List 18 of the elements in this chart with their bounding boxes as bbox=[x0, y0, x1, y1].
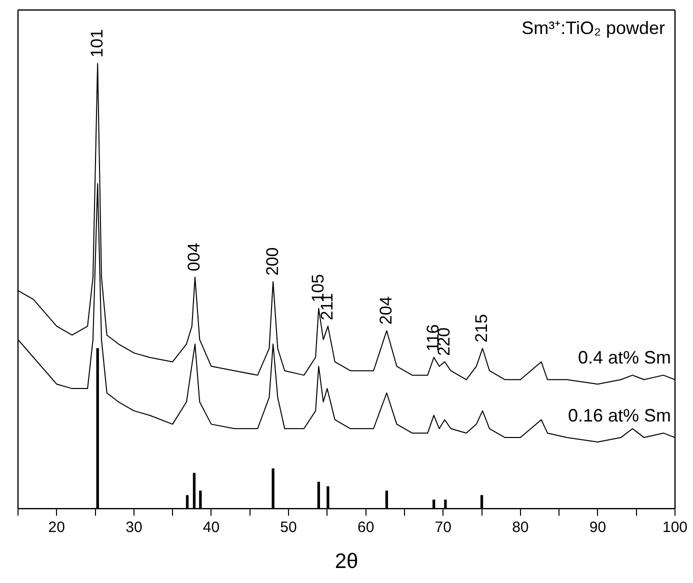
chart-title: Sm³⁺:TiO₂ powder bbox=[522, 18, 665, 38]
x-tick-label: 100 bbox=[662, 518, 688, 536]
series-label: 0.4 at% Sm bbox=[578, 348, 671, 368]
x-tick-label: 40 bbox=[202, 518, 220, 536]
series-label: 0.16 at% Sm bbox=[568, 406, 671, 426]
annotation: 215 bbox=[472, 314, 492, 342]
annotation: 101 bbox=[87, 29, 106, 58]
annotation: 204 bbox=[376, 296, 396, 325]
annotation: 004 bbox=[184, 242, 204, 272]
x-tick-label: 60 bbox=[357, 518, 374, 536]
x-tick-label: 20 bbox=[48, 518, 65, 536]
x-tick-label: 50 bbox=[280, 518, 297, 536]
x-tick-label: 80 bbox=[512, 518, 529, 536]
x-tick-label: 90 bbox=[589, 518, 606, 536]
x-tick-label: 70 bbox=[434, 518, 452, 536]
annotation: 200 bbox=[262, 247, 282, 276]
x-axis-title: 2θ bbox=[334, 550, 358, 574]
x-tick-label: 30 bbox=[126, 518, 142, 536]
